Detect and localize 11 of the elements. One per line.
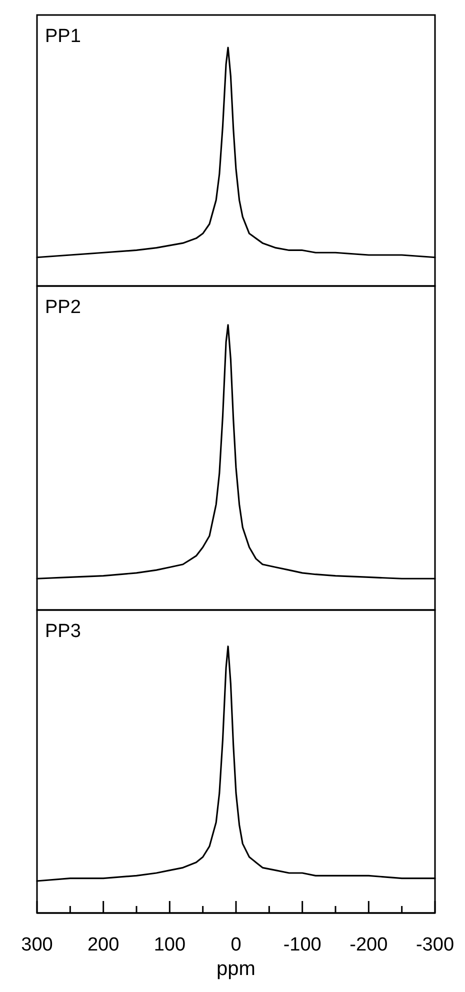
chart-title: PP1 xyxy=(45,26,81,47)
x-axis-title: ppm xyxy=(216,958,256,980)
x-tick-label: -100 xyxy=(283,934,322,956)
x-tick-label: -200 xyxy=(350,934,388,956)
x-tick-label: 200 xyxy=(87,934,120,956)
x-tick-label: 0 xyxy=(230,934,242,956)
x-tick-label: -300 xyxy=(416,934,454,956)
x-tick-label: 300 xyxy=(21,934,53,956)
chart-title: PP3 xyxy=(45,621,81,642)
x-tick-label: 100 xyxy=(154,934,186,956)
chart-title: PP2 xyxy=(45,297,81,318)
